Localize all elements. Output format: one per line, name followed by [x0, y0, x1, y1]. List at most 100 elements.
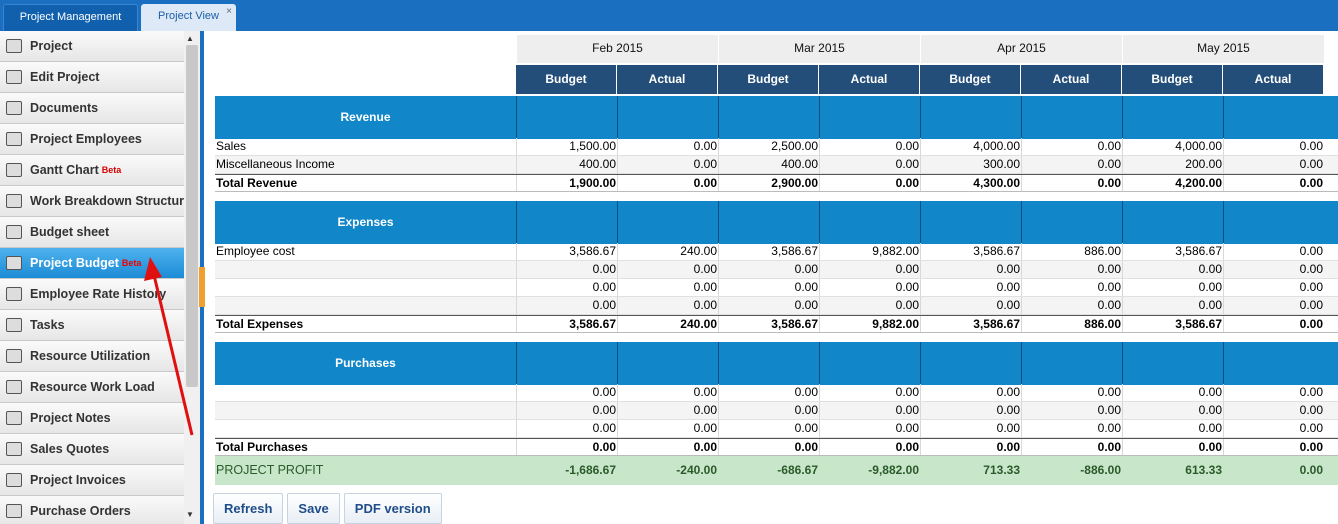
value-cell[interactable]: 0.00 [819, 261, 920, 278]
value-cell[interactable]: 400.00 [718, 156, 819, 173]
value-cell[interactable]: 400.00 [516, 156, 617, 173]
save-button[interactable]: Save [287, 493, 340, 524]
value-cell[interactable]: 2,500.00 [718, 138, 819, 155]
value-cell[interactable]: 1,900.00 [516, 175, 617, 191]
value-cell[interactable]: 0.00 [920, 261, 1021, 278]
value-cell[interactable]: 200.00 [1122, 156, 1223, 173]
value-cell[interactable]: 0.00 [617, 261, 718, 278]
value-cell[interactable]: 4,000.00 [920, 138, 1021, 155]
value-cell[interactable]: 0.00 [819, 420, 920, 437]
column-header[interactable]: Actual [819, 65, 920, 94]
scroll-up-icon[interactable]: ▲ [186, 34, 194, 43]
value-cell[interactable]: 4,300.00 [920, 175, 1021, 191]
scrollbar-thumb[interactable] [186, 45, 198, 387]
value-cell[interactable]: 0.00 [1021, 439, 1122, 455]
column-header[interactable]: Budget [516, 65, 617, 94]
value-cell[interactable]: 0.00 [819, 384, 920, 401]
pdf-version-button[interactable]: PDF version [343, 493, 442, 524]
value-cell[interactable]: 886.00 [1021, 243, 1122, 260]
value-cell[interactable]: 0.00 [617, 439, 718, 455]
value-cell[interactable]: 0.00 [1223, 402, 1324, 419]
column-header[interactable]: Budget [718, 65, 819, 94]
value-cell[interactable]: 0.00 [1122, 439, 1223, 455]
value-cell[interactable]: 0.00 [920, 439, 1021, 455]
value-cell[interactable]: 240.00 [617, 316, 718, 332]
value-cell[interactable]: 0.00 [617, 175, 718, 191]
value-cell[interactable]: 0.00 [1021, 384, 1122, 401]
value-cell[interactable]: 0.00 [718, 402, 819, 419]
value-cell[interactable]: 0.00 [617, 402, 718, 419]
value-cell[interactable]: 0.00 [920, 402, 1021, 419]
value-cell[interactable]: 0.00 [718, 279, 819, 296]
value-cell[interactable]: 0.00 [1223, 261, 1324, 278]
value-cell[interactable]: 0.00 [718, 384, 819, 401]
value-cell[interactable]: 886.00 [1021, 316, 1122, 332]
value-cell[interactable]: 0.00 [819, 175, 920, 191]
scroll-down-icon[interactable]: ▼ [186, 510, 194, 519]
value-cell[interactable]: 0.00 [516, 297, 617, 314]
value-cell[interactable]: 3,586.67 [718, 243, 819, 260]
value-cell[interactable]: 0.00 [617, 420, 718, 437]
value-cell[interactable]: 3,586.67 [920, 243, 1021, 260]
value-cell[interactable]: 0.00 [617, 297, 718, 314]
sidebar-item[interactable]: Employee Rate History [0, 279, 184, 310]
collapse-handle[interactable] [199, 267, 205, 307]
value-cell[interactable]: 0.00 [516, 439, 617, 455]
value-cell[interactable]: 0.00 [819, 279, 920, 296]
value-cell[interactable]: 0.00 [1223, 297, 1324, 314]
value-cell[interactable]: 2,900.00 [718, 175, 819, 191]
value-cell[interactable]: 0.00 [1122, 420, 1223, 437]
value-cell[interactable]: 0.00 [1021, 156, 1122, 173]
column-header[interactable]: Actual [1223, 65, 1324, 94]
sidebar-item[interactable]: Project Invoices [0, 465, 184, 496]
column-header[interactable]: Actual [617, 65, 718, 94]
value-cell[interactable]: 0.00 [1223, 138, 1324, 155]
value-cell[interactable]: 3,586.67 [1122, 243, 1223, 260]
value-cell[interactable]: 9,882.00 [819, 316, 920, 332]
value-cell[interactable]: 0.00 [516, 402, 617, 419]
value-cell[interactable]: 0.00 [1021, 279, 1122, 296]
value-cell[interactable]: 3,586.67 [920, 316, 1021, 332]
column-header[interactable]: Budget [1122, 65, 1223, 94]
value-cell[interactable]: 0.00 [819, 156, 920, 173]
value-cell[interactable]: 3,586.67 [516, 316, 617, 332]
value-cell[interactable]: 0.00 [1021, 297, 1122, 314]
value-cell[interactable]: 0.00 [1122, 402, 1223, 419]
sidebar-item[interactable]: Tasks [0, 310, 184, 341]
value-cell[interactable]: 0.00 [819, 297, 920, 314]
value-cell[interactable]: 0.00 [1122, 261, 1223, 278]
value-cell[interactable]: 300.00 [920, 156, 1021, 173]
refresh-button[interactable]: Refresh [213, 493, 284, 524]
value-cell[interactable]: 0.00 [819, 138, 920, 155]
value-cell[interactable]: 0.00 [1122, 279, 1223, 296]
value-cell[interactable]: 0.00 [1021, 175, 1122, 191]
sidebar-item[interactable]: Project Notes [0, 403, 184, 434]
value-cell[interactable]: 0.00 [1223, 156, 1324, 173]
value-cell[interactable]: 0.00 [516, 384, 617, 401]
tab-project-management[interactable]: Project Management [3, 4, 138, 31]
value-cell[interactable]: 0.00 [1223, 175, 1324, 191]
close-icon[interactable]: × [226, 6, 232, 17]
value-cell[interactable]: 3,586.67 [1122, 316, 1223, 332]
value-cell[interactable]: 0.00 [1223, 243, 1324, 260]
value-cell[interactable]: 0.00 [920, 420, 1021, 437]
sidebar-item[interactable]: Edit Project [0, 62, 184, 93]
value-cell[interactable]: 0.00 [617, 279, 718, 296]
column-header[interactable]: Actual [1021, 65, 1122, 94]
sidebar-item[interactable]: Work Breakdown Structure [0, 186, 184, 217]
value-cell[interactable]: 0.00 [1021, 420, 1122, 437]
sidebar-item[interactable]: Sales Quotes [0, 434, 184, 465]
sidebar-item[interactable]: Project [0, 31, 184, 62]
value-cell[interactable]: 0.00 [1122, 297, 1223, 314]
value-cell[interactable]: 0.00 [516, 420, 617, 437]
sidebar-item[interactable]: Project Employees [0, 124, 184, 155]
value-cell[interactable]: 0.00 [819, 402, 920, 419]
value-cell[interactable]: 0.00 [1223, 384, 1324, 401]
value-cell[interactable]: 0.00 [718, 439, 819, 455]
value-cell[interactable]: 0.00 [1223, 420, 1324, 437]
value-cell[interactable]: 0.00 [1223, 279, 1324, 296]
value-cell[interactable]: 0.00 [617, 384, 718, 401]
sidebar-item[interactable]: Purchase Orders [0, 496, 184, 524]
value-cell[interactable]: 3,586.67 [718, 316, 819, 332]
value-cell[interactable]: 4,200.00 [1122, 175, 1223, 191]
